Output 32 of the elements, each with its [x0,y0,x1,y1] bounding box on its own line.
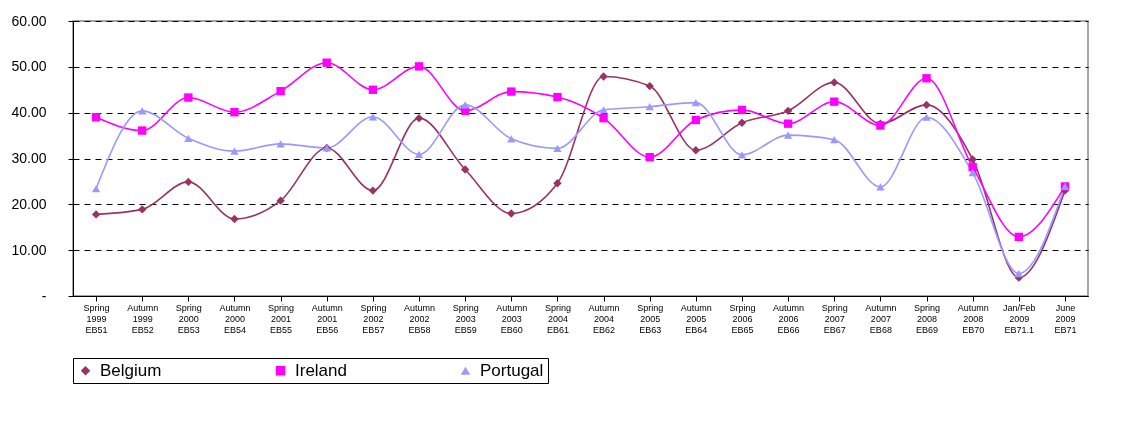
x-tick-label: Spring 2008 EB69 [914,302,941,335]
x-tick-label: Spring 2002 EB57 [360,302,387,335]
x-tick-label: Jan/Feb 2009 EB71.1 [1003,302,1036,335]
y-tick-label: - [41,287,47,304]
x-tick-label: Autumn 2006 EB66 [773,302,805,335]
x-tick-label: Autumn 1999 EB52 [127,302,159,335]
y-tick-label: 40.00 [11,104,47,121]
x-tick-label: Autumn 2004 EB62 [588,302,620,335]
y-tick-label: 30.00 [11,150,47,166]
x-tick-label: Autumn 2000 EB54 [219,302,251,335]
x-tick-label: Autumn 2002 EB58 [404,302,436,335]
x-tick-label: Autumn 2001 EB56 [311,302,343,335]
x-tick-label: Spring 2001 EB55 [268,302,295,335]
x-tick-label: Spring 2004 EB61 [544,302,571,335]
x-tick-label: Spring 2003 EB59 [452,302,479,335]
x-tick-label: Autumn 2003 EB60 [496,302,528,335]
x-tick-label: June 2009 EB71 [1054,302,1077,335]
x-tick-label: Autumn 2005 EB64 [680,302,712,335]
x-tick-label: Autumn 2008 EB70 [957,302,989,335]
x-tick-label: Spring 2007 EB67 [821,302,848,335]
legend-label: Belgium [100,360,162,380]
legend-label: Ireland [295,360,347,380]
y-tick-label: 60.00 [11,12,47,29]
x-tick-label: Autumn 2007 EB68 [865,302,897,335]
x-tick-label: Spring 1999 EB51 [83,302,110,335]
x-tick-label: Srping 2006 EB65 [729,302,756,335]
x-tick-label: Spring 2005 EB63 [637,302,664,335]
y-tick-label: 50.00 [11,58,47,75]
y-tick-label: 10.00 [11,241,47,258]
y-tick-label: 20.00 [11,195,47,212]
legend-label: Portugal [480,360,544,380]
x-tick-label: Spring 2000 EB53 [175,302,202,335]
